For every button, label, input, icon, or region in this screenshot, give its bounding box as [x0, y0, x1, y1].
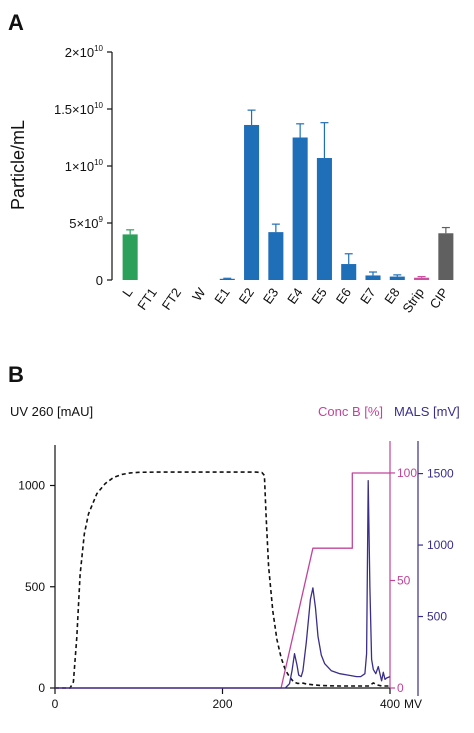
x-label-l: L: [119, 285, 135, 300]
panel-a-y-tick-label: 1.5×1010: [54, 101, 104, 117]
panel-b-concb-tick-label: 0: [397, 681, 404, 695]
panel-a-bar-chart: Particle/mL 0 5×109 1×1010 1.5×1010 2×1010 L…: [8, 44, 454, 316]
bar-e7: [365, 275, 381, 280]
panel-b-concb-axis-title: Conc B [%]: [318, 404, 383, 419]
panel-a-y-tick-exponent: 10: [94, 101, 103, 110]
bar-e1: [219, 278, 235, 280]
x-label-cip: CIP: [427, 285, 452, 311]
bar-l: [122, 234, 138, 280]
bar-e5: [316, 158, 332, 280]
x-label-e6: E6: [333, 285, 354, 307]
panel-b-left-tick-label: 500: [25, 580, 45, 594]
panel-a-y-tick-label: 5×109: [69, 215, 103, 231]
series-line-conc-b: [55, 472, 390, 689]
panel-b-concb-tick-label: 50: [397, 573, 411, 587]
panel-b-left-axis-title: UV 260 [mAU]: [10, 404, 93, 419]
bar-e6: [341, 264, 357, 280]
panel-a-letter: A: [8, 10, 24, 35]
x-label-e3: E3: [260, 285, 281, 307]
panel-b-mals-axis-title: MALS [mV]: [394, 404, 460, 419]
x-label-e8: E8: [381, 285, 402, 307]
x-label-e2: E2: [236, 285, 257, 307]
panel-b-mals-tick-label: 1000: [427, 538, 454, 552]
bar-e2: [244, 124, 260, 281]
panel-b-mals-tick-label: 500: [427, 610, 447, 624]
x-label-e4: E4: [284, 285, 305, 307]
panel-b-series: [55, 471, 391, 689]
panel-a-y-tick-exponent: 10: [94, 44, 103, 53]
panel-a-y-tick-label: 0: [96, 273, 103, 288]
panel-b-left-tick-label: 1000: [18, 479, 45, 493]
series-line-uv-260: [55, 471, 390, 689]
panel-b-x-tick-label: 0: [52, 697, 59, 711]
panel-b-mals-tick-label: 1500: [427, 467, 454, 481]
panel-a-y-axis: 0 5×109 1×1010 1.5×1010 2×1010: [54, 44, 113, 288]
x-label-strip: Strip: [399, 285, 427, 316]
x-label-e1: E1: [211, 285, 232, 307]
bar-cip: [438, 233, 454, 280]
panel-a-y-tick-exponent: 9: [99, 215, 104, 224]
x-label-e5: E5: [308, 285, 329, 307]
panel-b-x-tick-label: 400: [380, 697, 400, 711]
panel-b-x-tick-label: 200: [212, 697, 232, 711]
x-label-ft2: FT2: [159, 285, 185, 313]
panel-a-y-axis-title: Particle/mL: [8, 120, 28, 210]
panel-b-left-tick-label: 0: [38, 681, 45, 695]
bar-e3: [268, 232, 284, 280]
bar-e8: [389, 276, 405, 280]
bar-strip: [414, 277, 430, 280]
x-label-w: W: [189, 285, 209, 304]
x-label-e7: E7: [357, 285, 378, 307]
x-label-ft1: FT1: [134, 285, 160, 313]
panel-b-concb-tick-label: 100: [397, 466, 417, 480]
panel-a-y-tick-exponent: 10: [94, 158, 103, 167]
panel-b-letter: B: [8, 362, 24, 387]
series-line-mals: [55, 480, 391, 689]
panel-a-y-tick-label: 1×1010: [65, 158, 104, 174]
panel-a-y-tick-label: 2×1010: [65, 44, 104, 60]
bar-e4: [292, 137, 308, 280]
panel-a-bars: [122, 109, 454, 281]
panel-b-x-axis-title: MV: [404, 697, 422, 711]
